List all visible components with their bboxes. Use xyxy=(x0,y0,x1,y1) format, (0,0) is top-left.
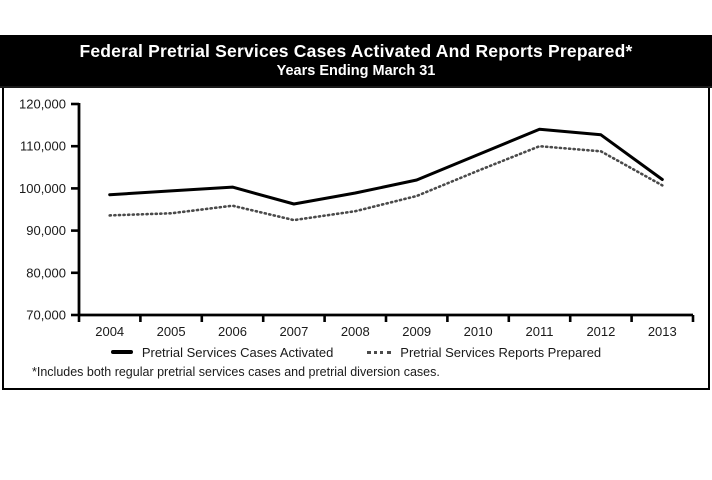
series-line-pretrial-services-cases-activated xyxy=(108,127,664,206)
dotted-line-swatch-icon xyxy=(367,350,392,354)
x-axis-year-label: 2011 xyxy=(526,324,554,339)
x-axis-year-label: 2010 xyxy=(464,324,493,339)
chart-subtitle: Years Ending March 31 xyxy=(276,62,436,79)
y-axis-tick-label: 80,000 xyxy=(26,265,66,280)
legend-label-cases-activated: Pretrial Services Cases Activated xyxy=(141,344,334,360)
chart-title-bar: Federal Pretrial Services Cases Activate… xyxy=(0,35,712,88)
chart-footnote: *Includes both regular pretrial services… xyxy=(32,365,440,379)
x-axis-year-label: 2012 xyxy=(586,324,615,339)
chart-title: Federal Pretrial Services Cases Activate… xyxy=(79,40,633,61)
legend-item-reports-prepared: Pretrial Services Reports Prepared xyxy=(367,345,601,360)
x-axis-year-label: 2009 xyxy=(402,324,431,339)
x-axis-year-label: 2007 xyxy=(279,324,308,339)
chart-panel: 70,000 80,000 90,000 100,000 110,000 120,000 2… xyxy=(2,88,710,390)
solid-line-swatch-icon xyxy=(110,350,133,354)
y-axis-tick-label: 100,000 xyxy=(19,181,66,196)
x-axis-year-label: 2004 xyxy=(95,324,124,339)
x-axis-year-label: 2008 xyxy=(341,324,370,339)
y-axis-tick-label: 110,000 xyxy=(20,139,66,154)
y-axis-tick-label: 90,000 xyxy=(26,223,66,238)
x-axis-year-label: 2006 xyxy=(218,324,247,339)
line-chart: 70,000 80,000 90,000 100,000 110,000 120,000 2… xyxy=(19,97,695,339)
y-axis-tick-label: 70,000 xyxy=(26,308,66,323)
legend-item-cases-activated: Pretrial Services Cases Activated xyxy=(110,344,334,360)
chart-legend: Pretrial Services Cases Activated Pretri… xyxy=(4,343,708,361)
x-axis-year-label: 2005 xyxy=(157,324,186,339)
y-axis-tick-label: 120,000 xyxy=(19,97,66,112)
series-line-pretrial-services-reports-prepared xyxy=(108,144,664,222)
legend-label-reports-prepared: Pretrial Services Reports Prepared xyxy=(400,344,602,360)
x-axis-year-label: 2013 xyxy=(648,324,677,339)
